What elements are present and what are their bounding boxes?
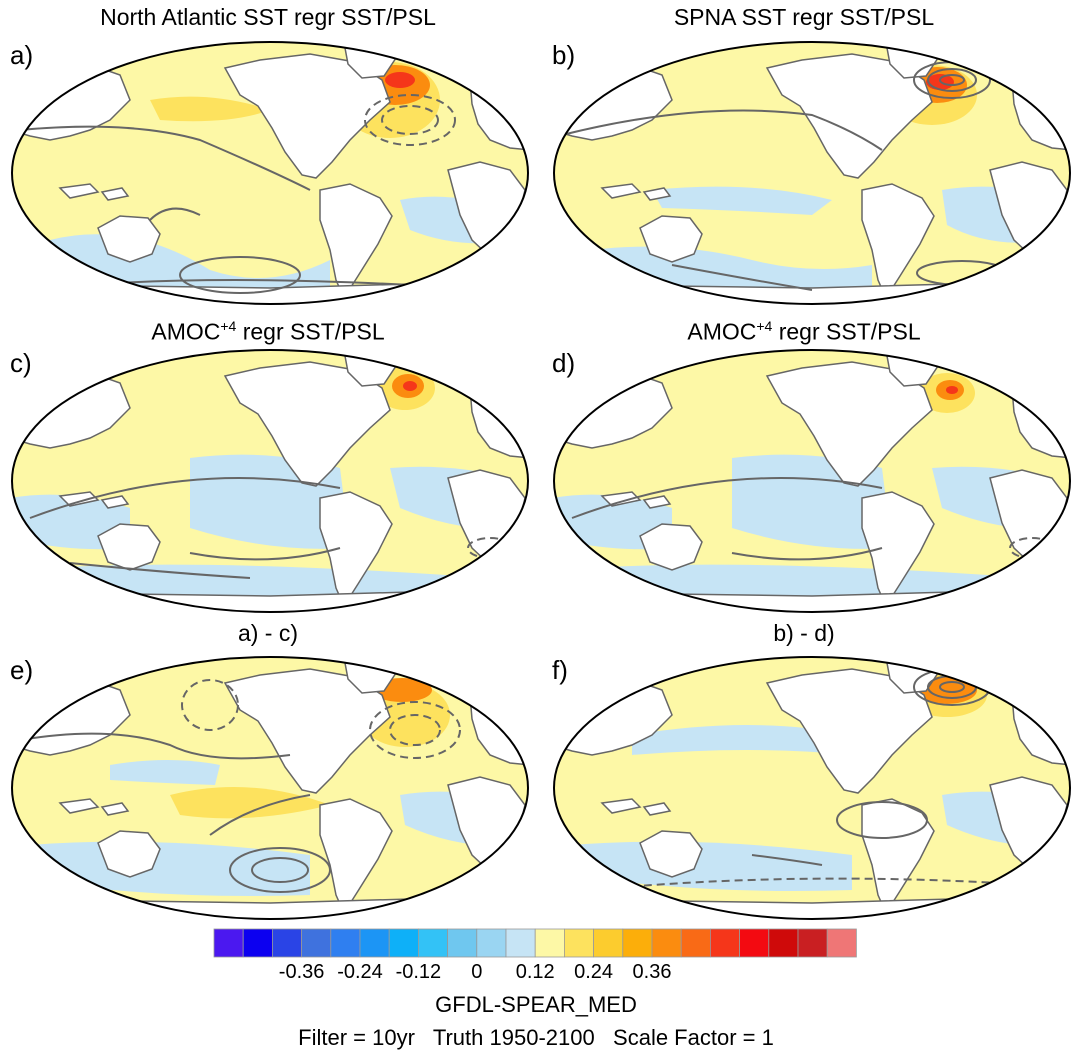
colorbar-swatch	[417, 928, 448, 958]
colorbar-swatch	[388, 928, 419, 958]
colorbar-tick-label: -0.36	[278, 961, 325, 983]
colorbar-swatch	[330, 928, 361, 958]
colorbar-swatch	[709, 928, 740, 958]
colorbar-swatch	[563, 928, 594, 958]
colorbar-swatch	[301, 928, 332, 958]
footer-info: Filter = 10yr Truth 1950-2100 Scale Fact…	[298, 1025, 774, 1050]
colorbar-tick-label: -0.12	[395, 961, 442, 983]
colorbar-swatch	[797, 928, 828, 958]
colorbar-swatch	[272, 928, 303, 958]
colorbar-swatch	[622, 928, 653, 958]
colorbar	[213, 928, 857, 958]
panel-a-letter: a)	[10, 40, 34, 70]
colorbar-tick-label: 0	[471, 961, 483, 983]
colorbar-tick-label: -0.24	[337, 961, 383, 983]
panel-b-title: SPNA SST regr SST/PSL	[673, 4, 935, 30]
panel-e-map	[11, 656, 529, 920]
colorbar-swatch	[505, 928, 536, 958]
colorbar-swatch	[680, 928, 711, 958]
panel-b-map	[553, 41, 1071, 305]
colorbar-swatch	[651, 928, 682, 958]
colorbar-swatch	[447, 928, 478, 958]
panel-c-title: AMOC+4 regr SST/PSL	[151, 318, 385, 345]
panel-f-letter: f)	[552, 655, 568, 685]
panel-b-letter: b)	[552, 40, 576, 70]
colorbar-tick-label: 0.36	[632, 961, 672, 983]
panel-f-title: b) - d)	[773, 620, 835, 646]
colorbar-tick-label: 0.12	[515, 961, 555, 983]
colorbar-swatch	[826, 928, 857, 958]
panel-a-map	[11, 41, 529, 305]
model-name: GFDL-SPEAR_MED	[435, 992, 637, 1017]
panel-e-title: a) - c)	[237, 620, 299, 646]
panel-e-letter: e)	[10, 655, 34, 685]
colorbar-swatch	[534, 928, 565, 958]
panel-f-map	[553, 656, 1071, 920]
colorbar-swatch	[213, 928, 244, 958]
colorbar-swatch	[739, 928, 770, 958]
panel-d-title: AMOC+4 regr SST/PSL	[687, 318, 921, 345]
panel-d-map	[553, 349, 1071, 613]
panel-a-title: North Atlantic SST regr SST/PSL	[100, 4, 436, 30]
colorbar-swatch	[242, 928, 273, 958]
colorbar-swatch	[593, 928, 624, 958]
colorbar-tick-label: 0.24	[574, 961, 614, 983]
colorbar-swatch	[359, 928, 390, 958]
panel-c-map	[11, 349, 529, 613]
panel-d-letter: d)	[552, 348, 576, 378]
panel-c-letter: c)	[10, 348, 32, 378]
colorbar-swatch	[768, 928, 799, 958]
colorbar-swatch	[476, 928, 507, 958]
